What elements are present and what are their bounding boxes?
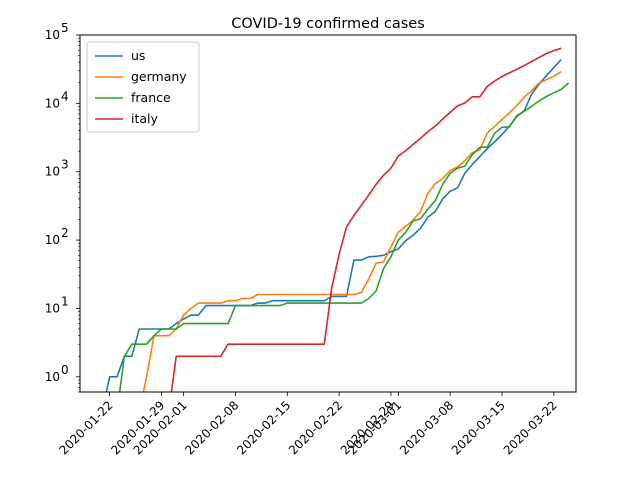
chart-title: COVID-19 confirmed cases (231, 16, 425, 32)
x-tick-label: 2020-02-22 (286, 398, 345, 457)
x-tick-label: 2020-02-08 (182, 398, 241, 457)
legend-label: us (131, 48, 145, 63)
x-tick-label: 2020-03-22 (501, 398, 560, 457)
series-line-germany (142, 71, 562, 392)
series-layer (105, 47, 570, 392)
x-tick-label: 2020-02-15 (234, 398, 293, 457)
y-tick-exponent: 2 (61, 226, 69, 240)
y-tick-exponent: 5 (61, 21, 69, 35)
x-axis: 2020-01-222020-01-292020-02-012020-02-08… (57, 392, 560, 457)
legend-box (86, 41, 200, 133)
y-tick-exponent: 0 (61, 363, 69, 377)
y-tick-label: 10 (45, 301, 60, 315)
series-line-us (105, 58, 562, 392)
y-tick-label: 10 (45, 233, 60, 247)
y-tick-label: 10 (45, 165, 60, 179)
legend-label: germany (131, 69, 187, 84)
plot-frame (79, 34, 577, 393)
x-tick-label: 2020-03-08 (397, 398, 456, 457)
x-tick-label: 2020-03-01 (345, 398, 404, 457)
x-tick-label: 2020-01-22 (57, 398, 116, 457)
y-tick-exponent: 4 (61, 89, 69, 103)
y-tick-exponent: 3 (61, 158, 69, 172)
series-line-italy (170, 47, 562, 392)
legend-label: italy (131, 111, 159, 126)
series-line-france (118, 82, 570, 392)
x-tick-label: 2020-03-15 (449, 398, 508, 457)
y-tick-label: 10 (45, 370, 60, 384)
legend: us germany france italy (86, 41, 200, 133)
legend-label: france (131, 90, 171, 105)
y-tick-label: 10 (45, 28, 60, 42)
y-tick-exponent: 1 (61, 294, 69, 308)
y-tick-label: 10 (45, 96, 60, 110)
